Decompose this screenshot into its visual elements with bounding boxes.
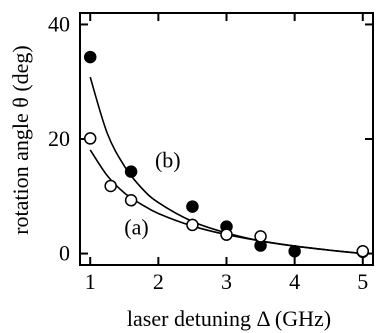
open-data-point (83, 132, 97, 145)
open-data-point (186, 218, 199, 232)
x-tick-label: 4 (289, 269, 300, 294)
y-tick-label: 40 (48, 11, 70, 36)
open-data-point (254, 230, 267, 243)
filled-data-point (288, 245, 301, 258)
y-axis-label: rotation angle θ (deg) (8, 45, 33, 235)
series-label-a: (a) (124, 215, 148, 240)
x-axis-label: laser detuning Δ (GHz) (127, 306, 331, 331)
y-tick-label: 0 (59, 241, 70, 266)
chart-text: laser detuning Δ (GHz) rotation angle θ … (8, 11, 368, 331)
data-points (83, 50, 370, 259)
filled-data-point (83, 50, 97, 64)
y-tick-label: 20 (48, 126, 70, 151)
open-data-point (220, 228, 233, 241)
filled-data-point (186, 200, 199, 213)
open-data-point (104, 179, 117, 193)
x-tick-label: 5 (357, 269, 368, 294)
open-data-point (124, 194, 138, 207)
series-label-b: (b) (155, 148, 181, 173)
x-tick-label: 2 (153, 269, 164, 294)
x-tick-label: 3 (221, 269, 232, 294)
filled-data-point (124, 165, 138, 178)
x-tick-label: 1 (85, 269, 96, 294)
open-data-point (356, 245, 370, 258)
